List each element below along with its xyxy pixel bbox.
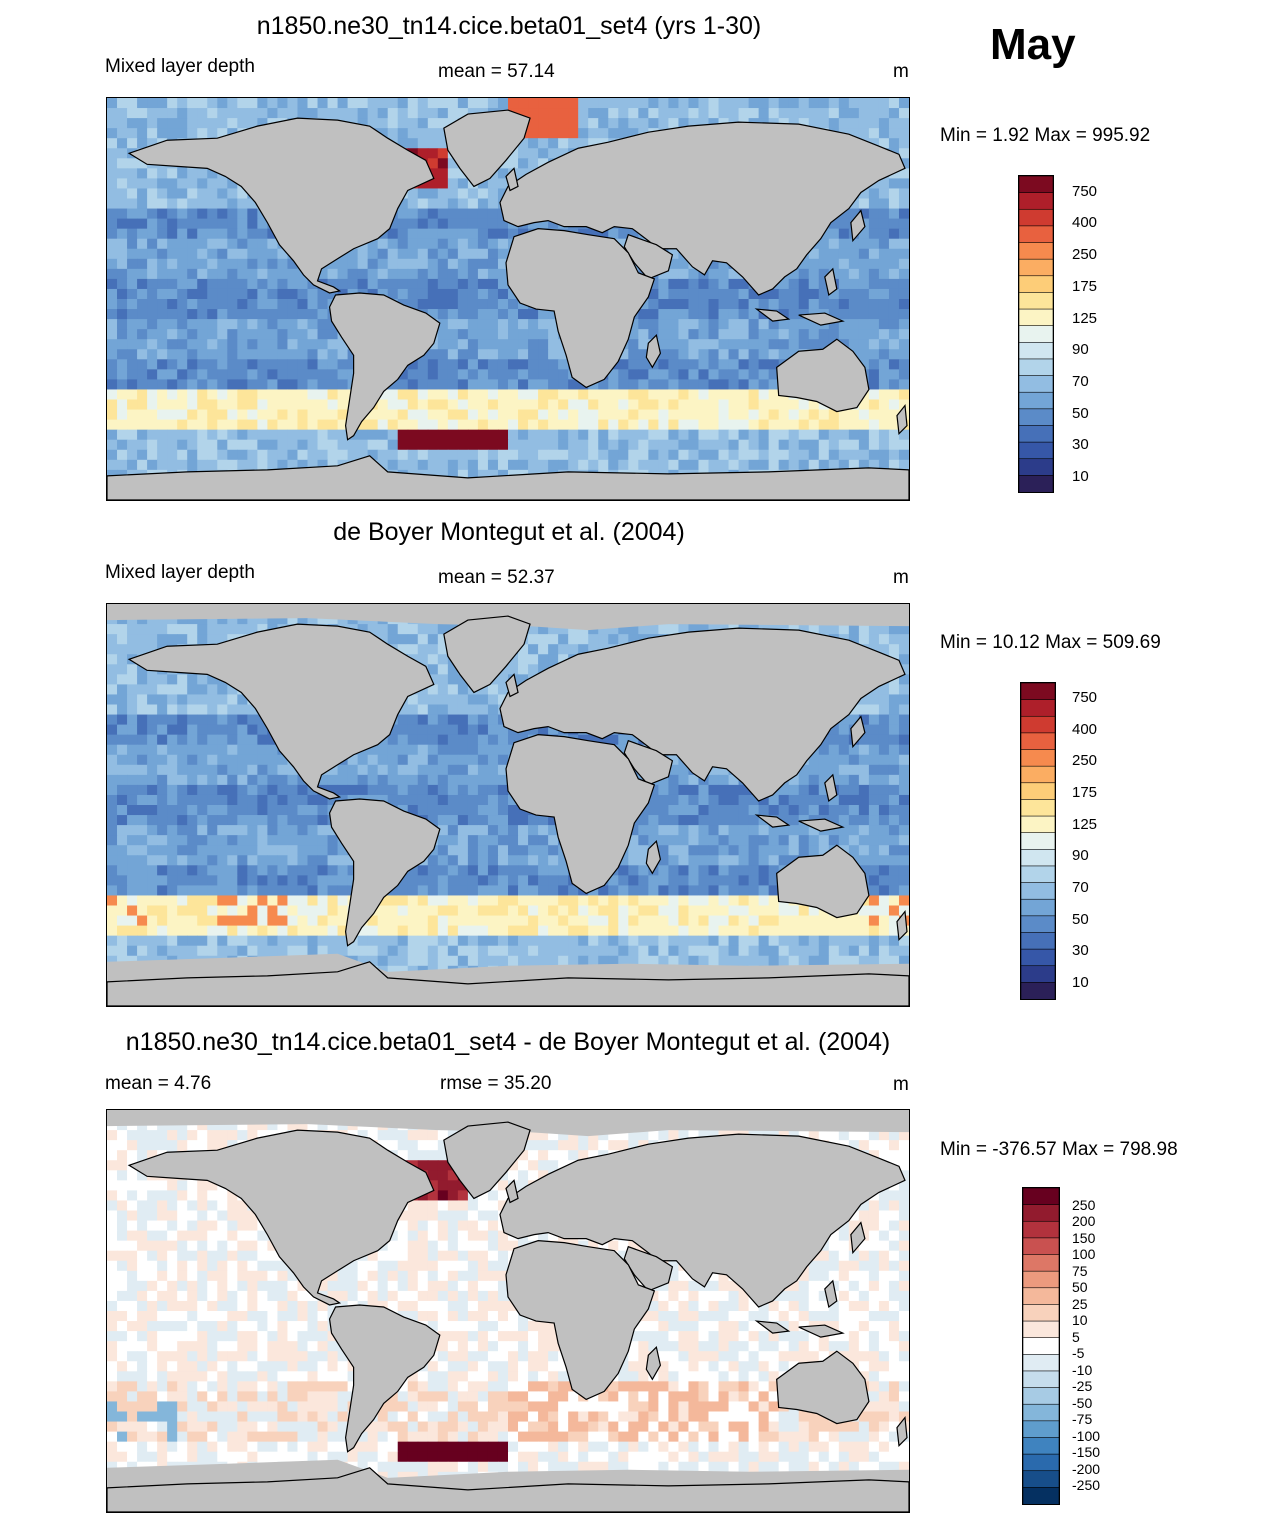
panel-2-map-canvas [107,604,909,1006]
panel-3-colorbar-tick: 5 [1072,1329,1080,1345]
panel-1-title: n1850.ne30_tn14.cice.beta01_set4 (yrs 1-… [256,12,762,40]
panel-1-colorbar-tick: 250 [1072,246,1098,263]
panel-2-colorbar-tick: 90 [1072,847,1089,864]
panel-1-colorbar-tick: 70 [1072,373,1089,390]
panel-3-colorbar-tick: 50 [1072,1279,1088,1295]
panel-3-colorbar-tick: -5 [1072,1345,1085,1361]
panel-2-colorbar-tick: 10 [1072,974,1089,991]
panel-2-colorbar [1020,682,1056,1000]
panel-2-map [106,603,910,1007]
panel-1-colorbar-tick: 50 [1072,405,1089,422]
panel-3-minmax: Min = -376.57 Max = 798.98 [940,1139,1178,1160]
panel-3-colorbar-tick: 10 [1072,1312,1088,1328]
panel-2-colorbar-tick: 250 [1072,752,1098,769]
panel-3-colorbar-tick: 75 [1072,1263,1088,1279]
month-title: May [990,20,1076,69]
panel-2-unit-label: m [893,567,909,588]
panel-2-colorbar-tick: 750 [1072,689,1098,706]
panel-1-colorbar-tick: 125 [1072,310,1098,327]
panel-3-colorbar [1022,1187,1060,1505]
panel-3-colorbar-tick: -200 [1072,1461,1101,1477]
panel-3-colorbar-tick: -150 [1072,1444,1101,1460]
panel-1-colorbar-tick: 400 [1072,214,1098,231]
panel-3-rmse-label: rmse = 35.20 [440,1073,552,1094]
panel-3-colorbar-tick: -50 [1072,1395,1093,1411]
panel-1-colorbar [1018,175,1054,493]
panel-2-minmax: Min = 10.12 Max = 509.69 [940,632,1161,653]
panel-1-variable-label: Mixed layer depth [105,56,255,77]
panel-1-colorbar-tick: 30 [1072,436,1089,453]
panel-3-colorbar-tick: -100 [1072,1428,1101,1444]
panel-3-colorbar-tick: -250 [1072,1477,1101,1493]
panel-3-map [106,1109,910,1513]
panel-3-unit-label: m [893,1074,909,1095]
panel-2-colorbar-tick: 50 [1072,911,1089,928]
panel-1-mean-label: mean = 57.14 [438,61,555,82]
panel-1-colorbar-tick: 10 [1072,468,1089,485]
panel-2-colorbar-tick: 400 [1072,721,1098,738]
panel-1-unit-label: m [893,61,909,82]
panel-3-colorbar-tick: -25 [1072,1378,1093,1394]
panel-3-colorbar-tick: -75 [1072,1411,1093,1427]
panel-1-colorbar-tick: 90 [1072,341,1089,358]
panel-3-colorbar-tick: 150 [1072,1230,1096,1246]
panel-2-colorbar-tick: 175 [1072,784,1098,801]
panel-1-map-canvas [107,98,909,500]
panel-3-colorbar-tick: -10 [1072,1362,1093,1378]
panel-3-colorbar-tick: 200 [1072,1213,1096,1229]
panel-3-colorbar-tick: 250 [1072,1197,1096,1213]
panel-3-map-canvas [107,1110,909,1512]
panel-1-colorbar-tick: 750 [1072,183,1098,200]
panel-1-minmax: Min = 1.92 Max = 995.92 [940,125,1151,146]
panel-1-colorbar-tick: 175 [1072,278,1098,295]
panel-2-colorbar-tick: 70 [1072,879,1089,896]
panel-2-colorbar-tick: 30 [1072,942,1089,959]
panel-2-variable-label: Mixed layer depth [105,562,255,583]
panel-3-title: n1850.ne30_tn14.cice.beta01_set4 - de Bo… [125,1028,891,1056]
panel-2-mean-label: mean = 52.37 [438,567,555,588]
panel-2-colorbar-tick: 125 [1072,816,1098,833]
panel-3-colorbar-tick: 100 [1072,1246,1096,1262]
panel-1-map [106,97,910,501]
panel-2-title: de Boyer Montegut et al. (2004) [333,518,685,546]
panel-3-mean-label: mean = 4.76 [105,1073,212,1094]
panel-3-colorbar-tick: 25 [1072,1296,1088,1312]
